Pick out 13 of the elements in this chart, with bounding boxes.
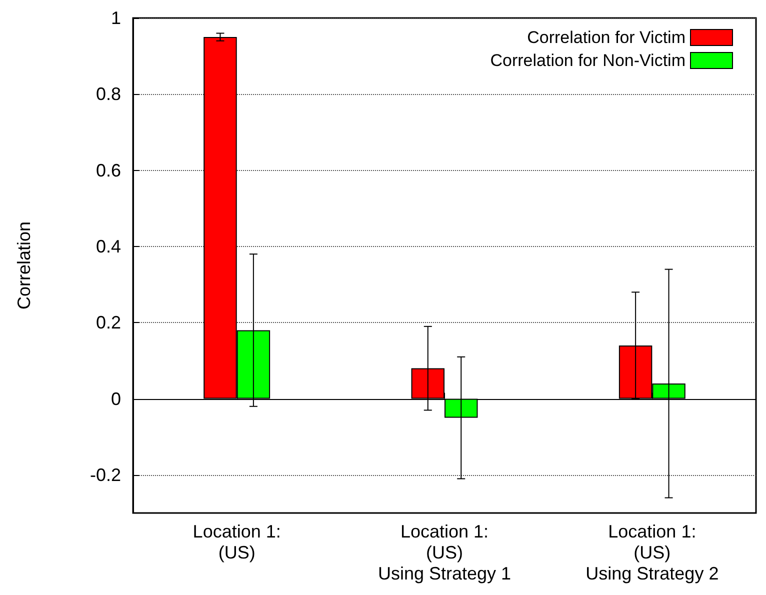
- legend-label: Correlation for Non-Victim: [490, 51, 686, 70]
- x-tick-label: Location 1: (US) Using Strategy 1: [378, 522, 512, 584]
- y-tick-label: 0: [110, 388, 121, 409]
- x-tick-label: Location 1: (US): [192, 522, 281, 562]
- y-tick-label: 0.2: [96, 312, 121, 333]
- y-tick-label: 0.4: [96, 236, 121, 256]
- legend-label: Correlation for Victim: [527, 28, 686, 47]
- x-tick-label: Location 1: (US) Using Strategy 2: [586, 522, 719, 584]
- y-tick-label: -0.2: [90, 464, 121, 485]
- y-axis-title: Correlation: [14, 221, 34, 310]
- y-tick-label: 0.6: [96, 160, 121, 180]
- y-tick-label: 1: [110, 8, 121, 28]
- y-tick-label: 0.8: [96, 84, 121, 104]
